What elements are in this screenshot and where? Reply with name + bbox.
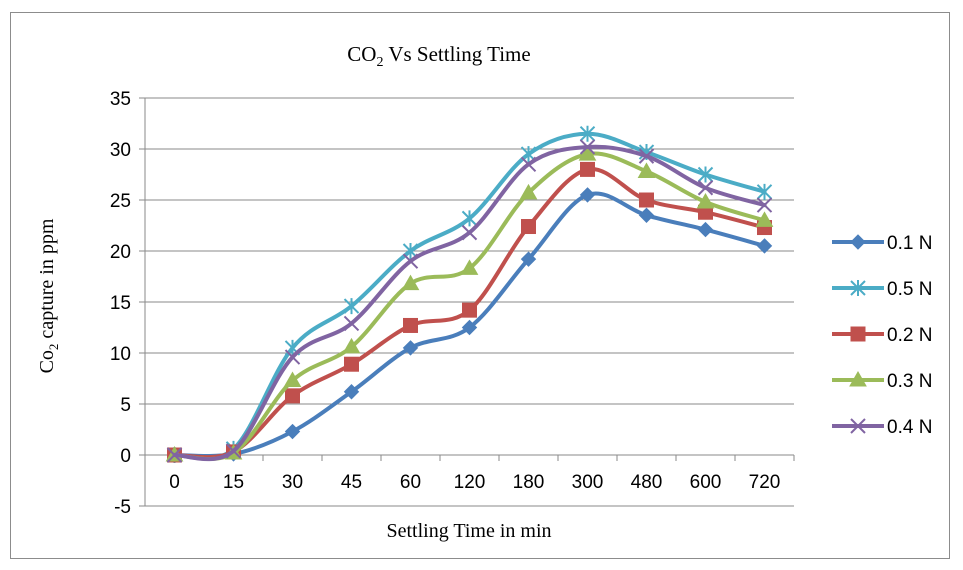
legend-marker <box>850 418 866 434</box>
chart-title-main: CO <box>347 42 376 66</box>
y-tick-label: 15 <box>110 293 131 314</box>
y-tick-label: 20 <box>110 242 131 263</box>
axis-layer: -5 0 5 10 15 20 25 30 35 0 15 30 45 60 120 180 300 480 600… <box>110 89 795 518</box>
y-axis-label-main: Co <box>36 350 58 373</box>
data-point-0-5-n <box>343 298 360 315</box>
x-tick-label: 600 <box>690 472 722 493</box>
data-point-0-3-n <box>401 274 420 291</box>
data-point-0-1-n <box>579 187 596 203</box>
series-0-3-n <box>165 145 774 462</box>
data-point-0-5-n <box>697 166 714 183</box>
y-tick-label: 0 <box>120 446 131 467</box>
series-0-1-n <box>166 187 773 463</box>
legend: 0.1 N 0.5 N 0.2 N 0.3 N 0.4 N <box>832 233 932 438</box>
chart-title: CO2 Vs Settling Time <box>347 42 530 70</box>
data-point-0-2-n <box>403 317 418 333</box>
data-point-0-2-n <box>580 161 595 177</box>
x-tick-label: 30 <box>282 472 303 493</box>
x-tick-label: 300 <box>572 472 604 493</box>
data-point-0-4-n <box>756 197 773 213</box>
data-point-0-4-n <box>343 315 360 332</box>
series-layer <box>165 125 774 463</box>
x-tick-label: 180 <box>513 472 545 493</box>
data-point-0-1-n <box>343 384 360 400</box>
data-point-0-1-n <box>638 207 655 224</box>
legend-label: 0.1 N <box>887 233 932 254</box>
legend-entry-0-1-n: 0.1 N <box>832 233 932 254</box>
data-point-0-5-n <box>756 183 773 200</box>
data-point-0-1-n <box>756 238 773 254</box>
legend-label: 0.4 N <box>887 417 932 438</box>
data-point-0-4-n <box>461 224 478 241</box>
data-point-0-4-n <box>579 139 596 155</box>
y-tick-label: 35 <box>110 89 131 110</box>
y-tick-label: 10 <box>110 344 131 365</box>
chart-title-sub: 2 <box>376 55 383 70</box>
x-tick-label: 45 <box>341 472 362 493</box>
series-line-0-4-n <box>172 144 767 462</box>
data-point-0-3-n <box>755 211 774 227</box>
x-tick-label: 60 <box>400 472 421 493</box>
data-point-0-4-n <box>638 148 655 164</box>
x-tick-label: 120 <box>454 472 486 493</box>
data-point-0-1-n <box>520 251 537 267</box>
data-point-0-3-n <box>696 193 715 209</box>
legend-entry-0-3-n: 0.3 N <box>832 370 932 392</box>
legend-entry-0-5-n: 0.5 N <box>832 279 932 300</box>
data-point-0-5-n <box>579 125 596 142</box>
data-point-0-4-n <box>284 349 301 365</box>
y-tick-label: 30 <box>110 140 131 161</box>
x-axis-label: Settling Time in min <box>386 520 551 542</box>
data-point-0-1-n <box>461 319 478 336</box>
x-tick-label: 15 <box>223 472 244 493</box>
data-point-0-3-n <box>283 371 302 388</box>
data-point-0-3-n <box>460 259 479 275</box>
y-tick-label: 25 <box>110 191 131 212</box>
legend-marker <box>850 326 866 342</box>
data-point-0-1-n <box>697 221 714 238</box>
data-point-0-2-n <box>462 302 477 318</box>
data-point-0-2-n <box>639 192 654 208</box>
y-axis-label: Co2 capture in ppm <box>36 218 61 373</box>
legend-label: 0.3 N <box>887 371 932 392</box>
legend-marker <box>850 280 866 296</box>
data-point-0-1-n <box>402 340 419 356</box>
data-point-0-3-n <box>637 162 656 178</box>
legend-label: 0.2 N <box>887 325 932 346</box>
data-point-0-3-n <box>342 337 361 354</box>
y-axis-label-sub: 2 <box>46 344 61 351</box>
legend-label: 0.5 N <box>887 279 932 300</box>
data-point-0-5-n <box>461 210 478 227</box>
y-tick-label: -5 <box>114 497 131 518</box>
y-axis-label-rest: capture in ppm <box>36 218 58 343</box>
chart-title-rest: Vs Settling Time <box>383 42 530 66</box>
chart-frame: CO2 Vs Settling Time -5 0 5 10 15 20 25 30 35 0 15… <box>10 12 950 559</box>
data-point-0-2-n <box>344 356 359 372</box>
data-point-0-4-n <box>697 180 714 196</box>
x-tick-label: 480 <box>631 472 663 493</box>
legend-marker <box>849 370 867 387</box>
data-point-0-4-n <box>225 443 242 459</box>
series-0-4-n <box>166 139 773 463</box>
x-tick-label: 720 <box>749 472 781 493</box>
x-tick-label: 0 <box>169 472 180 493</box>
data-point-0-3-n <box>578 145 597 161</box>
data-point-0-4-n <box>166 447 183 463</box>
data-point-0-1-n <box>284 423 301 440</box>
legend-entry-0-2-n: 0.2 N <box>832 325 932 346</box>
legend-marker <box>850 234 866 250</box>
y-tick-label: 5 <box>120 395 131 416</box>
data-point-0-4-n <box>520 156 537 173</box>
legend-entry-0-4-n: 0.4 N <box>832 417 932 438</box>
data-point-0-2-n <box>521 219 536 235</box>
data-point-0-3-n <box>519 183 538 200</box>
data-point-0-4-n <box>402 253 419 269</box>
data-point-0-2-n <box>285 388 300 404</box>
